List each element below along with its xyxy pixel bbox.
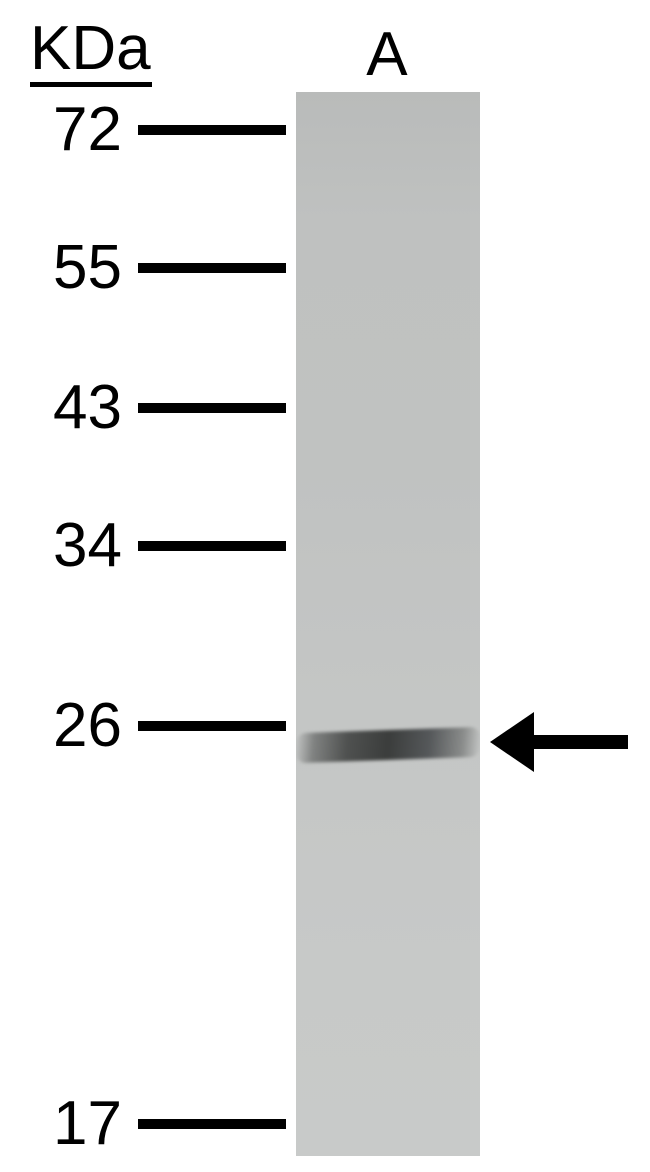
mw-label-17: 17 — [53, 1093, 122, 1155]
mw-label-26: 26 — [53, 695, 122, 757]
mw-label-43: 43 — [53, 377, 122, 439]
lane-a — [296, 92, 480, 1156]
blot-figure: KDa 72 55 43 34 26 17 A — [0, 0, 650, 1172]
band-a-1 — [296, 727, 480, 763]
lane-label-a: A — [366, 24, 407, 86]
unit-label: KDa — [30, 18, 151, 80]
mw-tick-26 — [138, 721, 286, 731]
mw-label-34: 34 — [53, 515, 122, 577]
mw-tick-43 — [138, 403, 286, 413]
mw-tick-34 — [138, 541, 286, 551]
mw-tick-55 — [138, 263, 286, 273]
unit-label-underline — [30, 82, 152, 87]
indicator-arrow-shaft — [532, 735, 628, 749]
mw-label-55: 55 — [53, 237, 122, 299]
mw-tick-72 — [138, 125, 286, 135]
mw-label-72: 72 — [53, 99, 122, 161]
mw-tick-17 — [138, 1119, 286, 1129]
indicator-arrow-head — [490, 712, 534, 772]
